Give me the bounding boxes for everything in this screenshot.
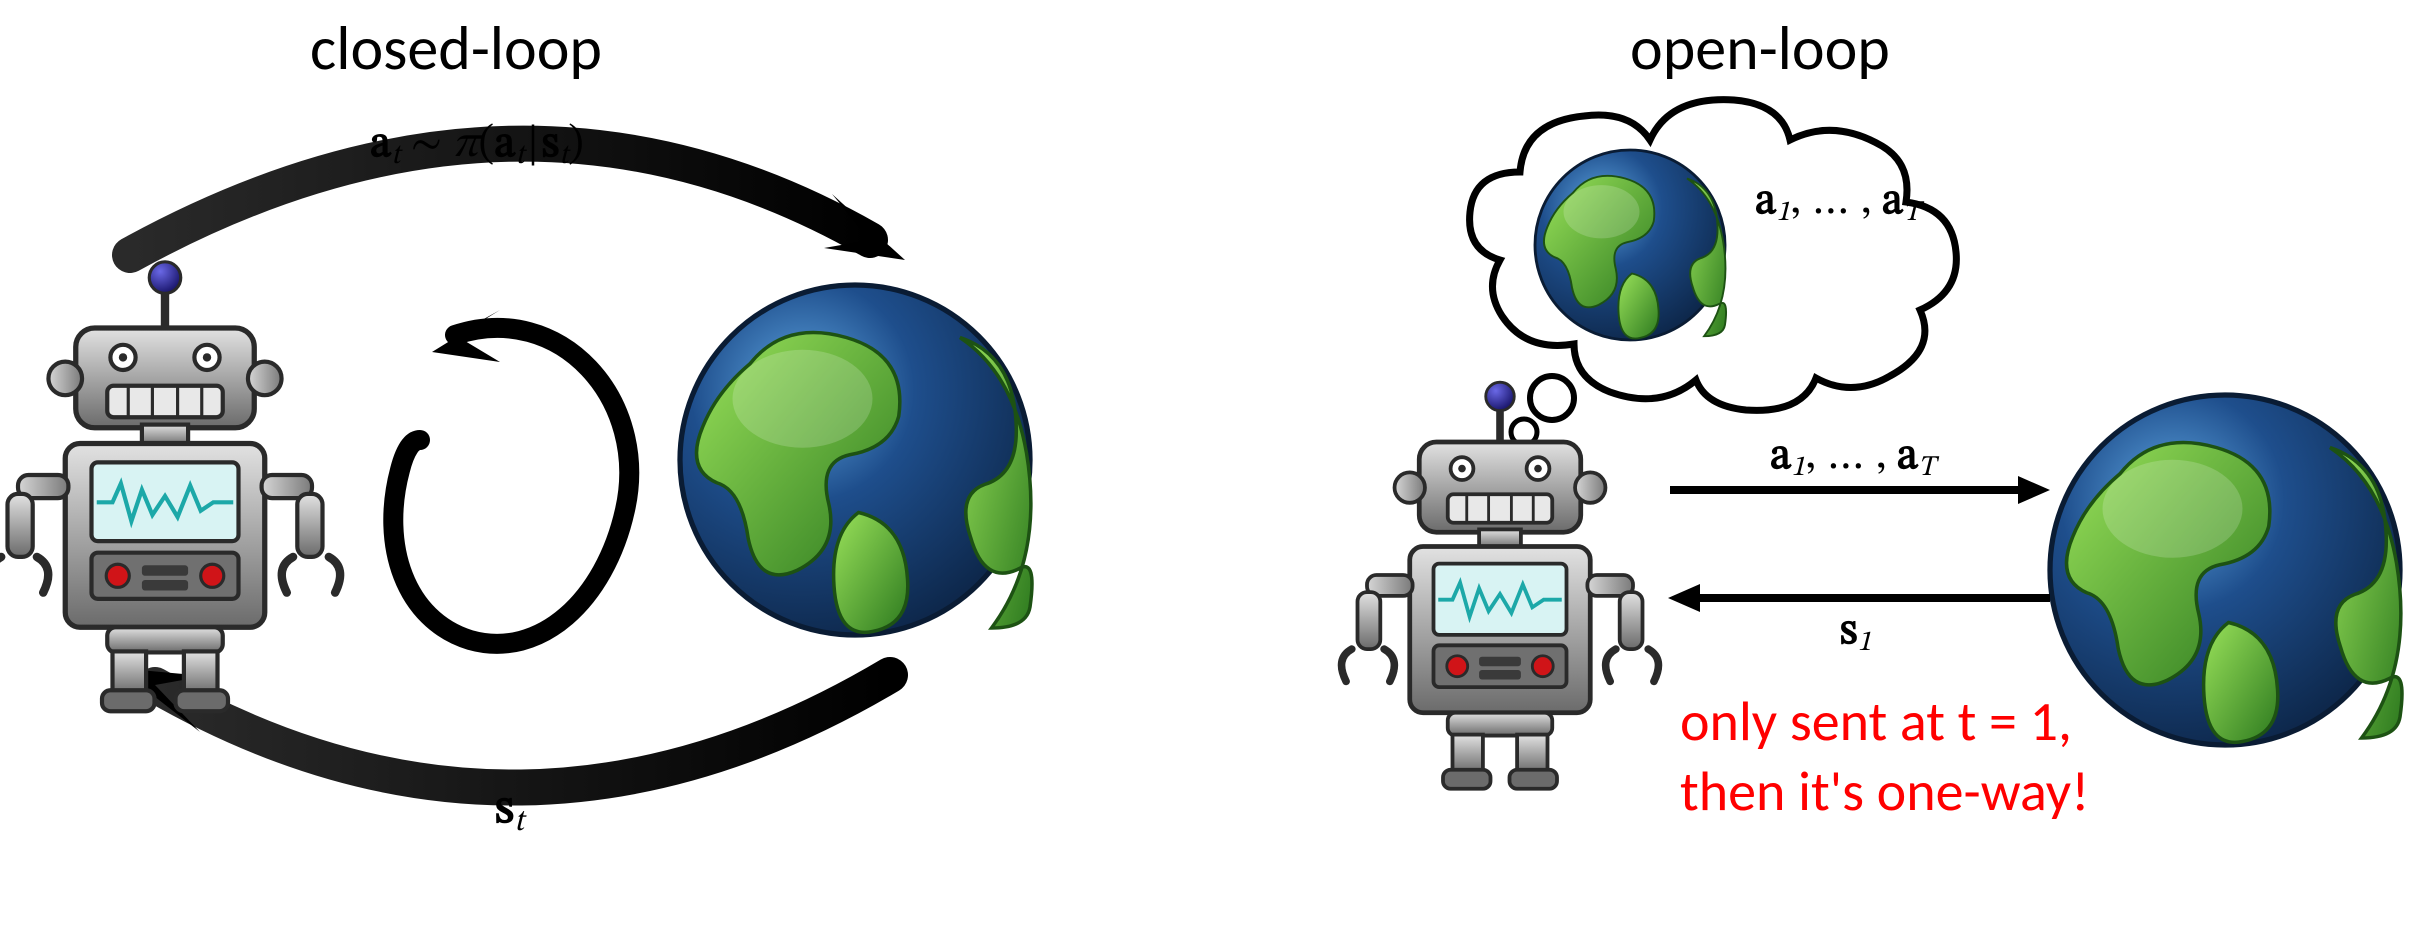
open-note-line2: then it's one-way!	[1680, 758, 2089, 826]
open-note-line1: only sent at t = 1,	[1680, 688, 2072, 756]
open-back-label: s1	[1840, 605, 1872, 661]
